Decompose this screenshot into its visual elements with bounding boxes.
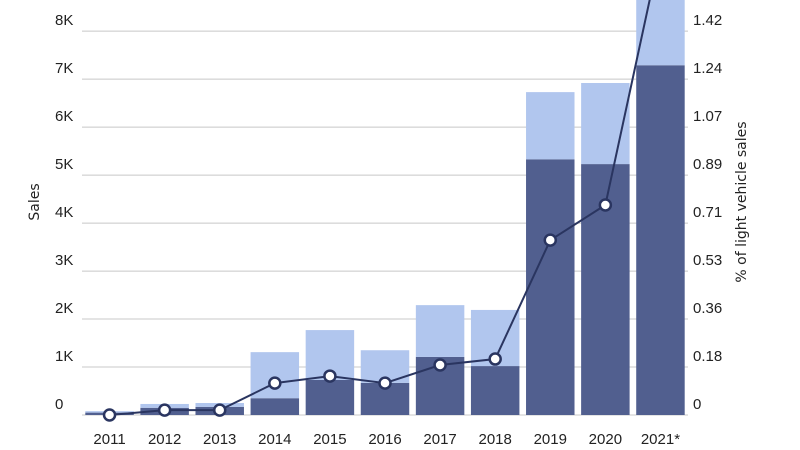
line-marker xyxy=(268,376,282,390)
y-axis-title: Sales xyxy=(27,183,43,220)
y2-tick-label: 0.53 xyxy=(693,252,722,269)
y-tick-label: 6K xyxy=(55,108,73,125)
bar xyxy=(250,398,300,415)
line-marker xyxy=(323,369,337,383)
y-tick-label: 5K xyxy=(55,156,73,173)
bar xyxy=(305,379,355,415)
x-tick-label: 2019 xyxy=(534,431,567,448)
bar xyxy=(415,305,465,357)
y2-axis-title: % of light vehicle sales xyxy=(734,121,750,282)
x-tick-label: 2015 xyxy=(313,431,346,448)
x-tick-label: 2017 xyxy=(423,431,456,448)
x-tick-label: 2013 xyxy=(203,431,236,448)
y2-tick-label: 0.18 xyxy=(693,348,722,365)
y-tick-label: 2K xyxy=(55,300,73,317)
y2-tick-label: 0.36 xyxy=(693,300,722,317)
y2-tick-label: 1.07 xyxy=(693,108,722,125)
line-marker xyxy=(102,408,117,422)
line-marker xyxy=(488,352,502,366)
line-marker xyxy=(598,198,613,212)
y2-tick-label: 0.71 xyxy=(693,204,722,221)
bar xyxy=(636,0,685,66)
line-marker xyxy=(433,358,447,372)
line-marker xyxy=(212,403,227,417)
y2-tick-label: 0 xyxy=(693,396,701,413)
x-tick-label: 2014 xyxy=(258,431,291,448)
x-tick-label: 2018 xyxy=(478,431,511,448)
y2-tick-label: 0.89 xyxy=(693,156,722,173)
x-tick-label: 2011 xyxy=(93,431,125,448)
y-tick-label: 3K xyxy=(55,252,73,269)
y-tick-label: 7K xyxy=(55,60,73,77)
bar xyxy=(526,159,575,415)
bar xyxy=(526,92,575,160)
x-tick-label: 2012 xyxy=(148,431,181,448)
x-tick-label: 2021* xyxy=(641,431,680,448)
x-tick-label: 2020 xyxy=(589,431,622,448)
y2-tick-label: 1.24 xyxy=(693,60,722,77)
line-marker xyxy=(157,403,172,417)
y-tick-label: 1K xyxy=(55,348,73,365)
y-tick-label: 4K xyxy=(55,204,73,221)
y-tick-label: 0 xyxy=(55,396,63,413)
y2-tick-label: 1.42 xyxy=(693,12,722,29)
line-marker xyxy=(378,376,392,390)
bar xyxy=(470,366,520,415)
bar xyxy=(636,65,685,415)
line-marker xyxy=(543,233,558,247)
x-tick-label: 2016 xyxy=(368,431,401,448)
y-tick-label: 8K xyxy=(55,12,73,29)
bar xyxy=(581,83,630,165)
